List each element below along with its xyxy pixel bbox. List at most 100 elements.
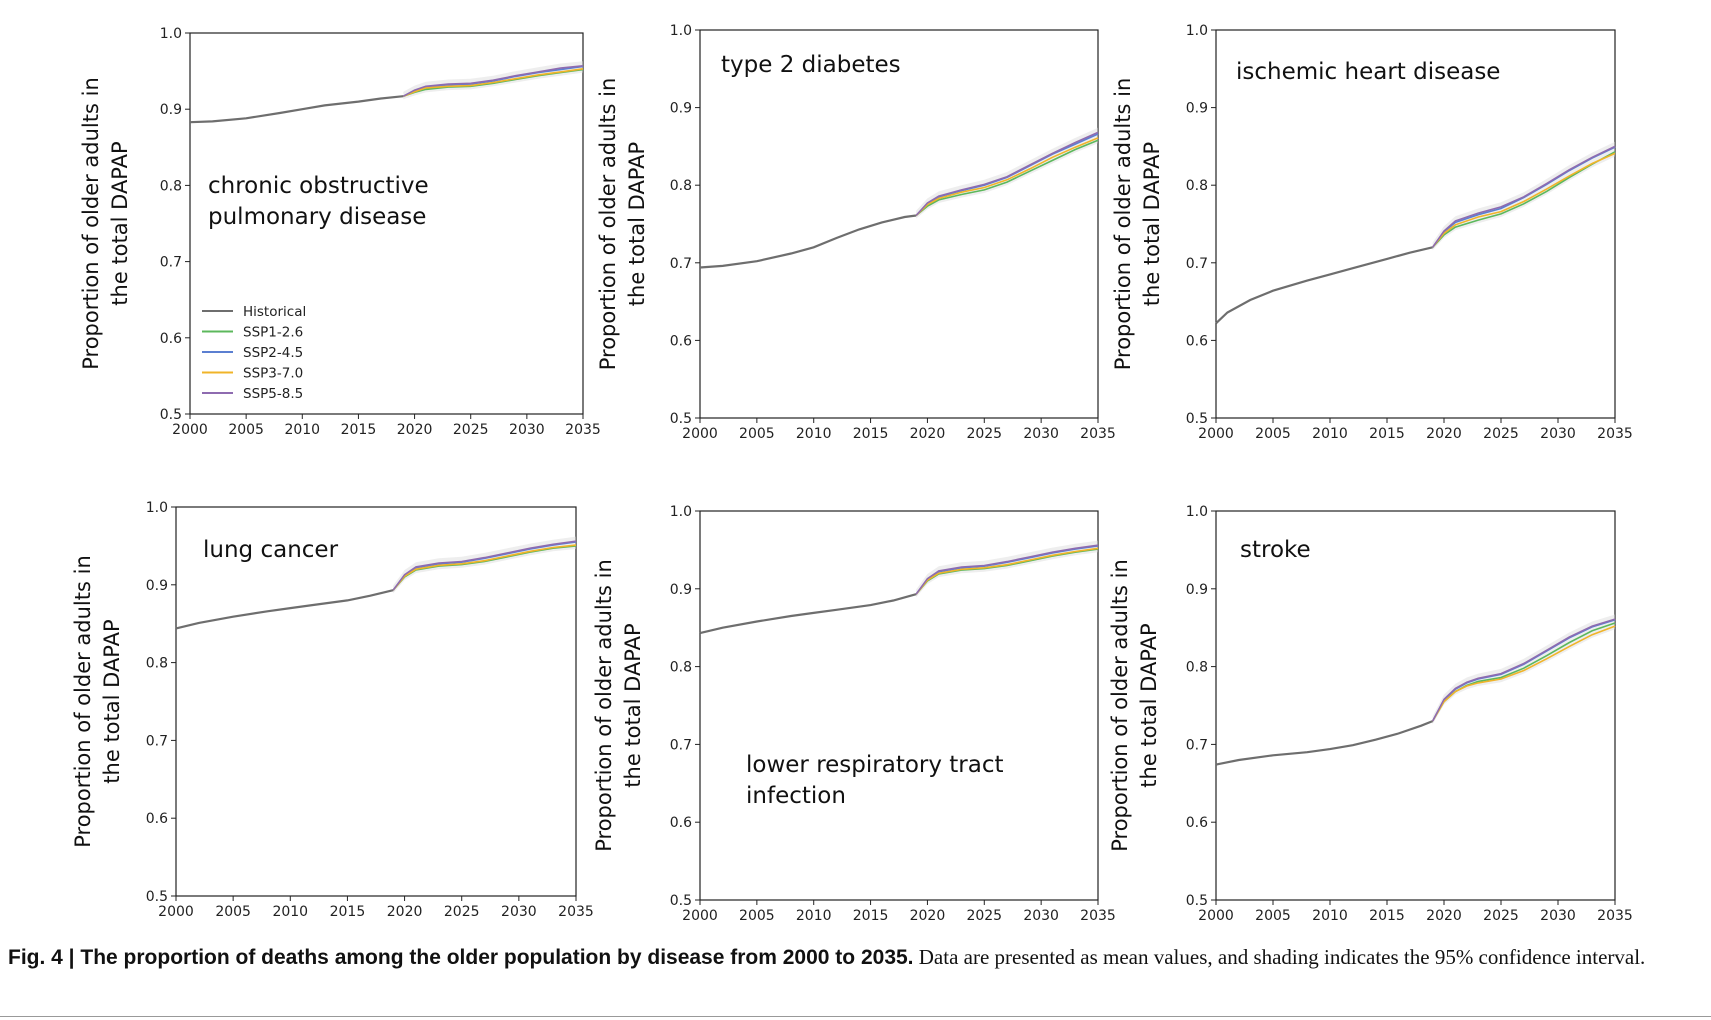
series-line-historical (699, 214, 917, 269)
x-tick-label: 2030 (509, 422, 545, 438)
series-line-ssp3-7-0 (403, 68, 584, 97)
x-tick-label: 2020 (387, 904, 423, 920)
bottom-rule (0, 1016, 1711, 1017)
series-line-historical (1215, 720, 1434, 766)
y-tick-label: 0.7 (146, 733, 168, 749)
x-tick-label: 2015 (853, 426, 889, 442)
y-tick-label: 0.5 (670, 411, 692, 427)
x-tick-label: 2030 (1540, 426, 1576, 442)
disease-title: chronic obstructive (208, 173, 429, 199)
x-tick-label: 2015 (853, 908, 889, 924)
series-line-ssp1-2-6 (1432, 151, 1616, 248)
plot-frame (699, 29, 1099, 419)
x-tick-label: 2005 (739, 426, 775, 442)
x-tick-label: 2035 (1080, 426, 1116, 442)
caption-text: Data are presented as mean values, and s… (913, 945, 1646, 969)
y-tick-label: 0.6 (1186, 333, 1208, 349)
x-tick-label: 2010 (272, 904, 308, 920)
x-tick-label: 2030 (1540, 908, 1576, 924)
plot-frame (1215, 510, 1616, 901)
figure-panels: 2000 2005 2010 2015 2020 2025 2030 2035 0.5 0.6 0.… (71, 23, 1633, 924)
x-tick-label: 2035 (565, 422, 601, 438)
series-line-historical (175, 589, 394, 630)
y-axis-label: the total DAPAP (1137, 623, 1161, 787)
legend: Historical SSP1-2.6 SSP2-4.5 SSP3-7.0 SSP5-8… (202, 304, 306, 402)
y-tick-label: 0.6 (670, 333, 692, 349)
legend-label: Historical (243, 304, 306, 320)
disease-title: lower respiratory tract (746, 752, 1004, 778)
series-line-ssp5-8-5 (915, 131, 1099, 217)
series-line-ssp3-7-0 (392, 544, 577, 591)
x-tick-label: 2025 (453, 422, 489, 438)
y-tick-label: 0.9 (1186, 101, 1208, 117)
y-tick-label: 1.0 (670, 504, 692, 520)
x-tick-label: 2010 (796, 426, 832, 442)
y-tick-label: 0.6 (160, 331, 182, 347)
x-tick-label: 2015 (1369, 908, 1405, 924)
y-axis-label: the total DAPAP (621, 623, 645, 787)
x-tick-label: 2035 (1597, 426, 1633, 442)
y-tick-label: 0.8 (1186, 178, 1208, 194)
x-tick-label: 2030 (1023, 908, 1059, 924)
y-tick-label: 0.7 (1186, 737, 1208, 753)
plot-frame (699, 510, 1099, 901)
series-line-ssp5-8-5 (402, 65, 584, 97)
legend-label: SSP2-4.5 (243, 345, 303, 361)
legend-label: SSP1-2.6 (243, 325, 303, 341)
y-axis-label: the total DAPAP (1140, 142, 1164, 306)
y-tick-label: 0.9 (670, 101, 692, 117)
x-tick-label: 2015 (330, 904, 366, 920)
series-line-ssp5-8-5 (915, 544, 1099, 595)
x-tick-label: 2020 (910, 908, 946, 924)
series-line-ssp5-8-5 (1431, 618, 1616, 722)
y-axis-label: Proportion of older adults in (79, 77, 103, 370)
y-axis-label: the total DAPAP (108, 141, 132, 305)
x-tick-label: 2015 (341, 422, 377, 438)
x-tick-label: 2035 (1597, 908, 1633, 924)
y-tick-label: 0.5 (1186, 411, 1208, 427)
x-tick-label: 2015 (1369, 426, 1405, 442)
disease-title: pulmonary disease (208, 204, 426, 230)
chart-panel-6: 2000 2005 2010 2015 2020 2025 2030 2035 0.5 0.6 0.… (1108, 504, 1633, 924)
series-line-ssp1-2-6 (915, 139, 1099, 217)
y-tick-label: 0.7 (1186, 256, 1208, 272)
disease-title: stroke (1240, 537, 1311, 563)
x-tick-label: 2000 (682, 908, 718, 924)
series-line-ssp5-8-5 (392, 540, 577, 591)
y-tick-label: 0.9 (1186, 582, 1208, 598)
y-tick-label: 0.6 (1186, 815, 1208, 831)
x-tick-label: 2025 (1483, 426, 1519, 442)
y-axis-label: the total DAPAP (100, 619, 124, 783)
x-tick-label: 2005 (215, 904, 251, 920)
x-tick-label: 2020 (1426, 426, 1462, 442)
x-tick-label: 2000 (1198, 426, 1234, 442)
y-tick-label: 0.7 (670, 737, 692, 753)
legend-label: SSP5-8.5 (243, 386, 303, 402)
x-tick-label: 2020 (910, 426, 946, 442)
disease-title: lung cancer (203, 537, 339, 563)
x-tick-label: 2025 (444, 904, 480, 920)
chart-panel-2: 2000 2005 2010 2015 2020 2025 2030 2035 0.5 0.6 0.… (596, 23, 1116, 442)
y-axis-label: Proportion of older adults in (1108, 559, 1132, 852)
series-line-ssp3-7-0 (915, 137, 1099, 217)
x-tick-label: 2030 (501, 904, 537, 920)
y-tick-label: 1.0 (1186, 504, 1208, 520)
x-tick-label: 2010 (796, 908, 832, 924)
y-tick-label: 0.7 (160, 255, 182, 271)
y-tick-label: 0.9 (146, 578, 168, 594)
disease-title: infection (746, 783, 846, 809)
x-tick-label: 2025 (966, 908, 1002, 924)
y-tick-label: 1.0 (146, 500, 168, 516)
confidence-band (916, 127, 1098, 219)
series-line-historical (189, 95, 404, 124)
x-tick-label: 2005 (1255, 908, 1291, 924)
x-tick-label: 2010 (1312, 426, 1348, 442)
y-tick-label: 0.5 (160, 407, 182, 423)
x-tick-label: 2010 (284, 422, 320, 438)
x-tick-label: 2000 (682, 426, 718, 442)
y-tick-label: 0.8 (670, 660, 692, 676)
series-line-historical (699, 593, 917, 635)
y-axis-label: Proportion of older adults in (71, 555, 95, 848)
chart-panel-3: 2000 2005 2010 2015 2020 2025 2030 2035 0.5 0.6 0.… (1111, 23, 1633, 442)
x-tick-label: 2035 (558, 904, 594, 920)
